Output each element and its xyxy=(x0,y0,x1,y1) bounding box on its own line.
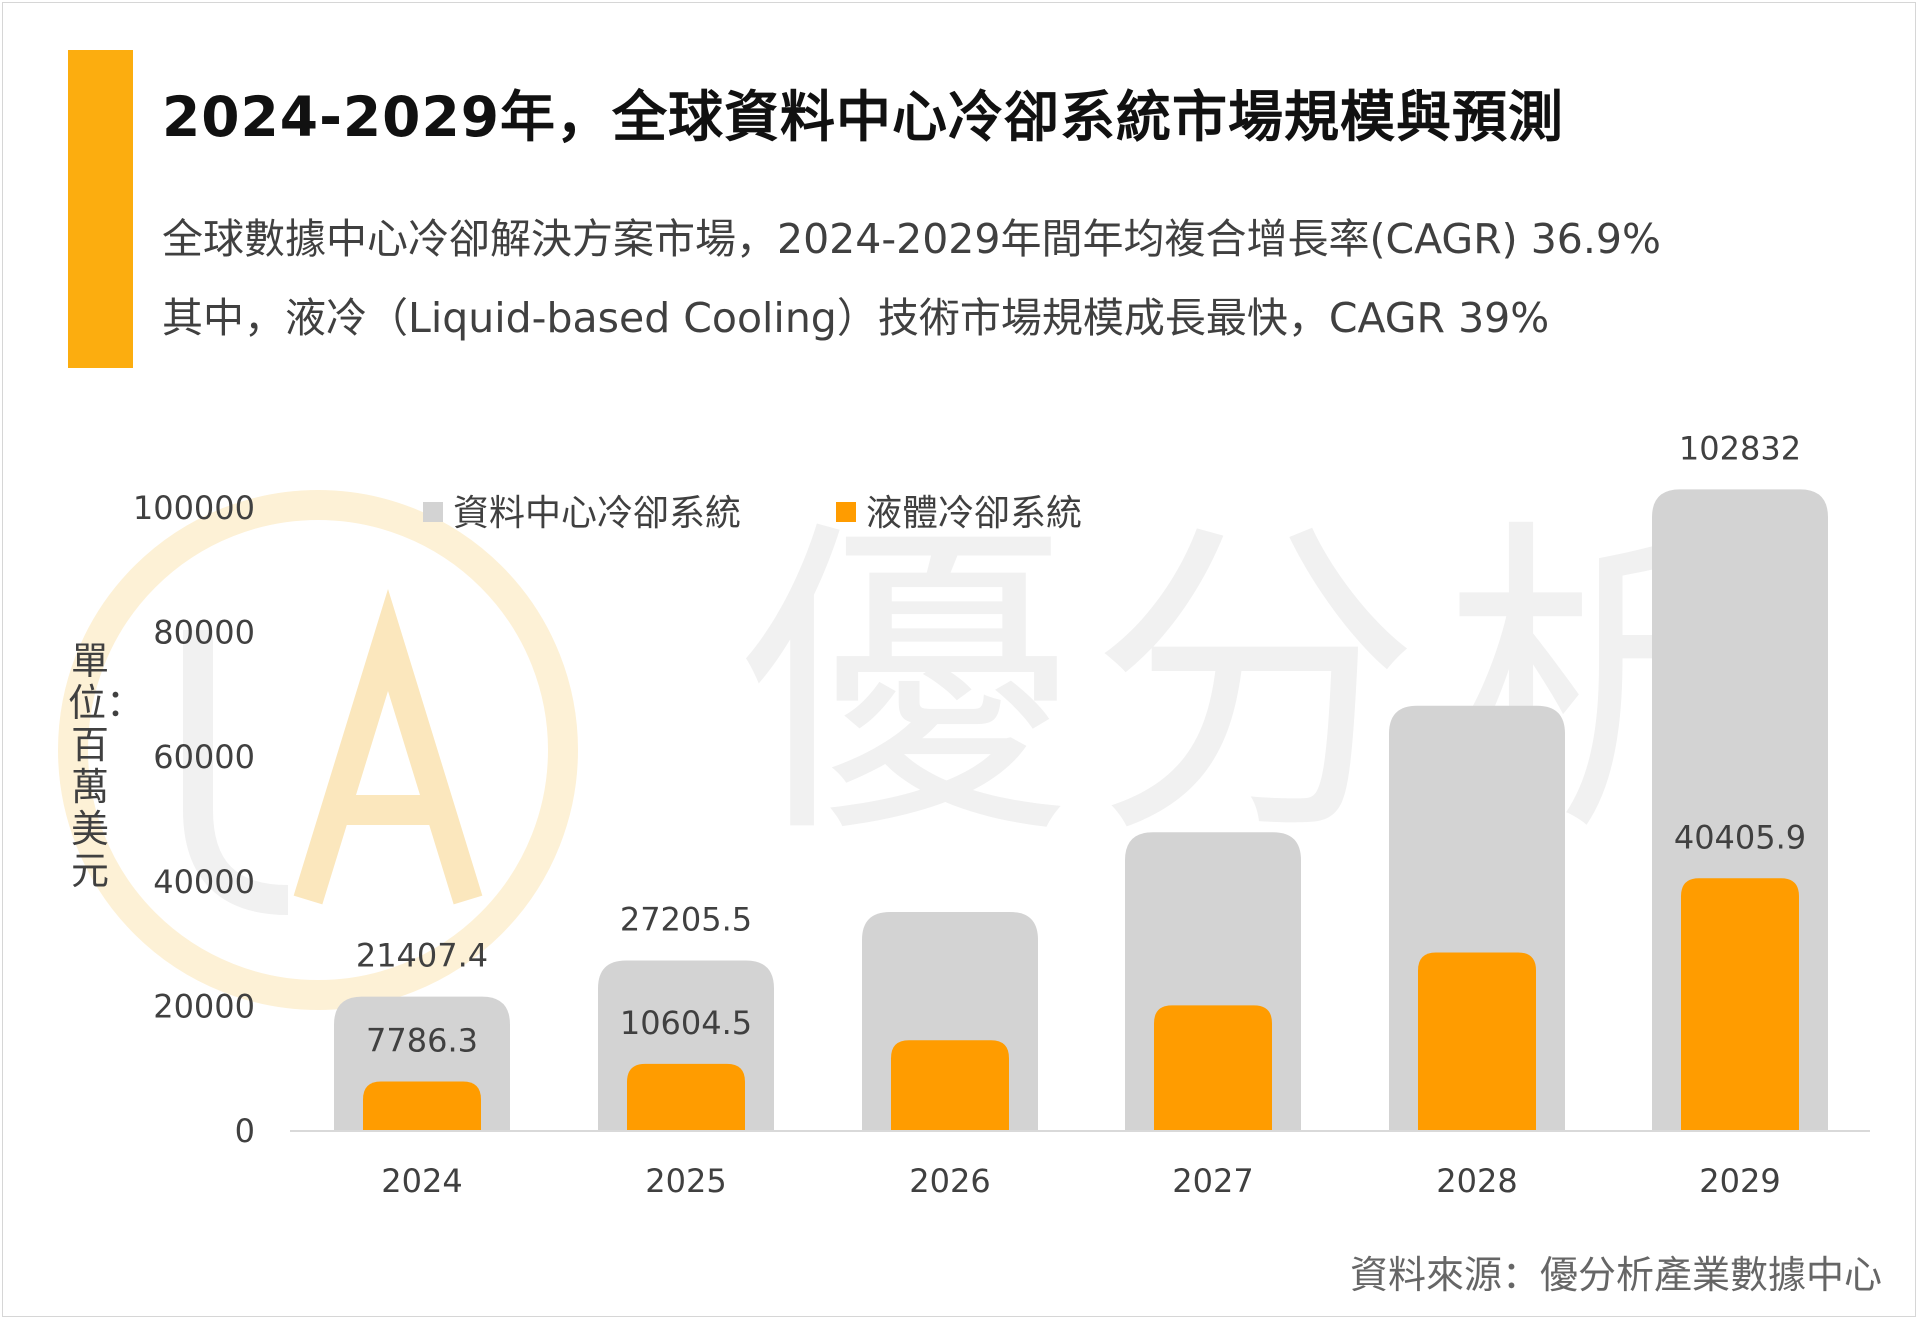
y-tick-label: 60000 xyxy=(153,738,255,776)
bar-liquid-2026 xyxy=(891,1040,1009,1130)
x-tick-label: 2027 xyxy=(1172,1162,1253,1200)
x-tick-label: 2025 xyxy=(645,1162,726,1200)
subtitle-line-1: 全球數據中心冷卻解決方案市場，2024-2029年間年均複合增長率(CAGR) … xyxy=(162,215,1661,263)
y-tick-label: 0 xyxy=(235,1112,255,1150)
legend-item-liquid: 液體冷卻系統 xyxy=(836,484,1082,536)
watermark-text: 優分析 xyxy=(740,493,1790,877)
y-axis-unit-label: 單位：百萬美元 xyxy=(68,639,145,893)
watermark-logo-icon xyxy=(58,490,578,1010)
subtitle-line-2: 其中，液冷（Liquid-based Cooling）技術市場規模成長最快，CA… xyxy=(162,294,1550,342)
data-label-liquid-2025: 10604.5 xyxy=(620,1004,752,1042)
legend-label-total: 資料中心冷卻系統 xyxy=(453,493,742,534)
data-label-liquid-2029: 40405.9 xyxy=(1674,818,1806,856)
data-label-liquid-2024: 7786.3 xyxy=(366,1021,478,1059)
bar-liquid-2024 xyxy=(363,1081,481,1130)
x-tick-label: 2024 xyxy=(381,1162,462,1200)
data-label-total-2025: 27205.5 xyxy=(620,901,752,939)
x-tick-label: 2026 xyxy=(909,1162,990,1200)
legend-item-total: 資料中心冷卻系統 xyxy=(423,484,741,536)
bar-liquid-2025 xyxy=(627,1063,745,1130)
y-tick-label: 40000 xyxy=(153,863,255,901)
bar-liquid-2028 xyxy=(1418,952,1536,1130)
data-label-total-2024: 21407.4 xyxy=(356,937,488,975)
y-tick-label: 80000 xyxy=(153,614,255,652)
y-tick-label: 100000 xyxy=(133,489,255,527)
bar-liquid-2029 xyxy=(1681,878,1799,1130)
legend-label-liquid: 液體冷卻系統 xyxy=(866,493,1083,534)
source-note: 資料來源：優分析產業數據中心 xyxy=(1349,1253,1882,1297)
bar-liquid-2027 xyxy=(1154,1005,1272,1130)
x-tick-label: 2029 xyxy=(1699,1162,1780,1200)
legend-swatch-liquid xyxy=(836,502,856,522)
chart-title: 2024-2029年，全球資料中心冷卻系統市場規模與預測 xyxy=(162,85,1564,149)
y-tick-label: 20000 xyxy=(153,987,255,1025)
legend-swatch-total xyxy=(423,502,443,522)
data-label-total-2029: 102832 xyxy=(1679,429,1801,467)
x-tick-label: 2028 xyxy=(1436,1162,1517,1200)
title-accent-bar xyxy=(68,50,133,368)
